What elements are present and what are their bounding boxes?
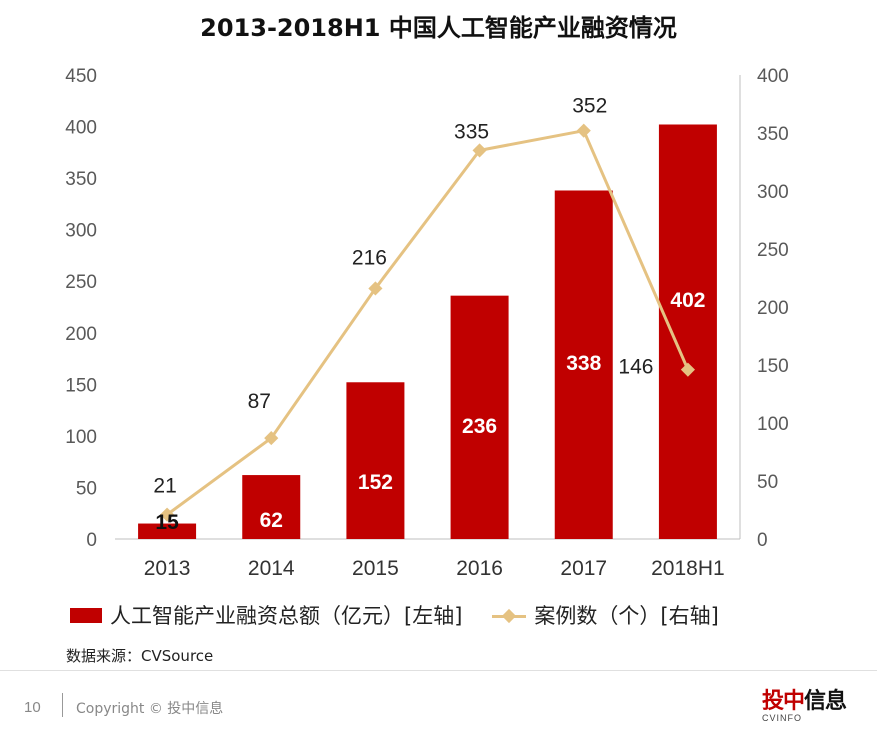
y-left-tick-label: 400	[65, 118, 97, 139]
x-tick-label: 2014	[248, 557, 295, 580]
x-tick-label: 2016	[456, 557, 503, 580]
bar-data-label: 236	[462, 415, 497, 438]
line-point	[680, 362, 695, 377]
logo-subtext: CVINFO	[762, 713, 803, 723]
line-data-label: 146	[618, 356, 653, 379]
legend-item-cases: 案例数（个）[右轴]	[462, 600, 719, 630]
legend-item-funding: 人工智能产业融资总额（亿元）[左轴]	[70, 600, 462, 630]
line-data-label: 216	[352, 246, 387, 269]
bar	[242, 475, 301, 539]
y-right-tick-label: 0	[757, 530, 768, 551]
y-left-tick-label: 50	[76, 478, 97, 499]
logo-text: 投中信息	[762, 689, 847, 714]
bar	[346, 382, 405, 539]
company-logo: 投中信息 CVINFO	[762, 683, 862, 727]
footer-divider	[0, 670, 877, 671]
x-tick-label: 2013	[144, 557, 191, 580]
line-data-label: 21	[153, 475, 176, 498]
y-right-tick-label: 150	[757, 356, 789, 377]
series-line-cases	[166, 129, 690, 516]
y-left-tick-label: 100	[65, 427, 97, 448]
data-source: 数据来源：CVSource	[66, 647, 214, 665]
y-right-tick-label: 250	[757, 240, 789, 261]
line-point	[576, 123, 591, 138]
y-left-tick-label: 250	[65, 272, 97, 293]
y-right-tick-label: 300	[757, 182, 789, 203]
legend-label-cases: 案例数（个）[右轴]	[534, 604, 719, 628]
bar	[138, 523, 197, 539]
bar-data-label: 15	[155, 511, 179, 534]
page-footer: 10 Copyright © 投中信息 投中信息 CVINFO	[0, 671, 877, 738]
line-data-label: 352	[572, 95, 607, 118]
y-left-tick-label: 0	[86, 530, 97, 551]
combo-chart: 0 50 100 150 200 250 300 350 400 450 0 50 100 150 200 2…	[65, 66, 789, 580]
y-left-tick-label: 450	[65, 66, 97, 87]
y-left-tick-label: 300	[65, 221, 97, 242]
footer-separator	[62, 693, 63, 717]
y-left-tick-label: 350	[65, 169, 97, 190]
line-point	[264, 431, 279, 446]
copyright-text: Copyright © 投中信息	[76, 701, 224, 717]
y-left-tick-label: 150	[65, 375, 97, 396]
y-right-tick-label: 400	[757, 66, 789, 87]
y-right-tick-label: 50	[757, 472, 778, 493]
chart-title: 2013-2018H1 中国人工智能产业融资情况	[200, 14, 677, 42]
bar-data-label: 152	[358, 471, 393, 494]
x-tick-label: 2015	[352, 557, 399, 580]
bar-data-label: 338	[566, 352, 601, 375]
page-number: 10	[24, 699, 41, 716]
y-left-tick-label: 200	[65, 324, 97, 345]
y-right-tick-label: 200	[757, 298, 789, 319]
y-right-tick-label: 350	[757, 124, 789, 145]
line-data-label: 87	[248, 390, 271, 413]
chart-legend: 人工智能产业融资总额（亿元）[左轴] 案例数（个）[右轴]	[70, 600, 870, 630]
bar-data-label: 62	[260, 509, 283, 532]
y-right-tick-label: 100	[757, 414, 789, 435]
legend-line-swatch	[492, 608, 527, 623]
line-point	[368, 281, 383, 296]
bar-data-label: 402	[670, 289, 705, 312]
x-tick-label: 2018H1	[651, 557, 725, 580]
legend-label-funding: 人工智能产业融资总额（亿元）[左轴]	[110, 604, 463, 628]
bar	[450, 295, 509, 539]
legend-bar-swatch	[70, 607, 102, 623]
line-data-label: 335	[454, 120, 489, 143]
line-point	[160, 507, 175, 522]
line-point	[472, 143, 487, 158]
x-tick-label: 2017	[560, 557, 607, 580]
bar	[658, 124, 717, 539]
bar	[554, 190, 613, 540]
